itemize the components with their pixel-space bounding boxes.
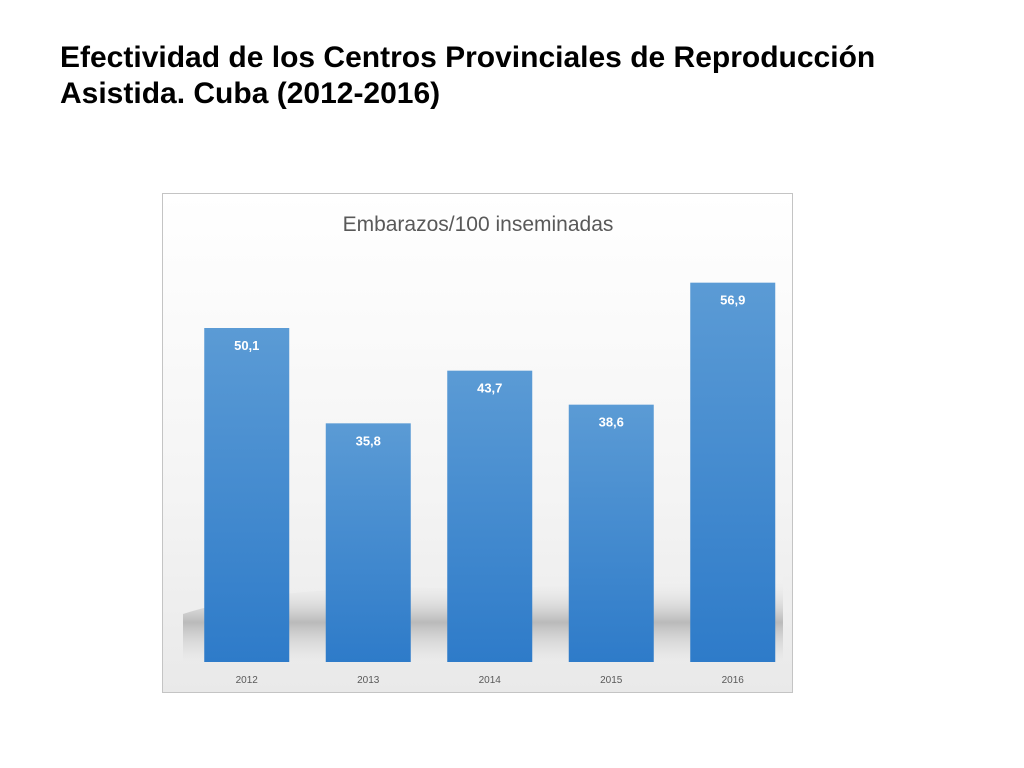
- slide-title-line-2: Asistida. Cuba (2012-2016): [60, 77, 441, 110]
- bar-chart: Embarazos/100 inseminadas 50,1 35,8 43,7 38…: [183, 213, 783, 686]
- slide-title-line-1: Efectividad de los Centros Provinciales …: [60, 41, 876, 74]
- bars: 50,1 35,8 43,7 38,6 56,9: [204, 282, 776, 662]
- bar-value-label: 43,7: [477, 381, 502, 396]
- x-tick-label: 2014: [479, 675, 502, 686]
- bar-2013: [325, 423, 411, 662]
- slide-title: Efectividad de los Centros Provinciales …: [60, 40, 1010, 112]
- bar-2012: [204, 328, 290, 662]
- bar-value-label: 35,8: [356, 433, 381, 448]
- bar-2016: [690, 282, 776, 662]
- bar-value-label: 56,9: [720, 293, 745, 308]
- bar-value-label: 50,1: [234, 338, 259, 353]
- x-axis-ticks: 2012 2013 2014 2015 2016: [236, 675, 745, 686]
- x-tick-label: 2016: [722, 675, 745, 686]
- x-tick-label: 2015: [600, 675, 623, 686]
- bar-2015: [568, 404, 654, 662]
- bar-2014: [447, 370, 533, 662]
- chart-area: Embarazos/100 inseminadas 50,1 35,8 43,7 38…: [162, 193, 793, 693]
- x-tick-label: 2012: [236, 675, 259, 686]
- chart-title: Embarazos/100 inseminadas: [343, 213, 614, 236]
- bar-value-label: 38,6: [599, 415, 624, 430]
- x-tick-label: 2013: [357, 675, 380, 686]
